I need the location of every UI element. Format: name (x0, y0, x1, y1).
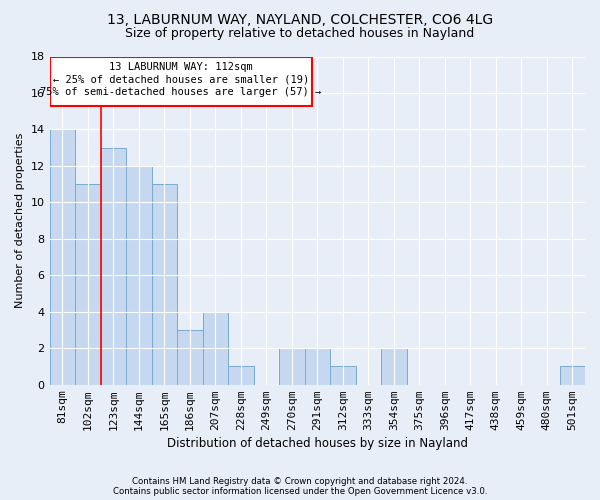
Bar (152, 184, 177, 384)
Bar (381, 348, 407, 385)
Bar (560, 366, 585, 384)
Bar (305, 348, 330, 385)
Text: Contains public sector information licensed under the Open Government Licence v3: Contains public sector information licen… (113, 487, 487, 496)
Bar (50, 130, 75, 384)
Bar (279, 348, 305, 385)
Polygon shape (50, 56, 312, 106)
Bar (228, 366, 254, 384)
Text: 13 LABURNUM WAY: 112sqm: 13 LABURNUM WAY: 112sqm (109, 62, 253, 72)
Bar (177, 330, 203, 384)
Text: Size of property relative to detached houses in Nayland: Size of property relative to detached ho… (125, 28, 475, 40)
Bar (101, 148, 126, 384)
Bar (126, 166, 152, 384)
Bar (330, 366, 356, 384)
Bar (75, 184, 101, 384)
Text: 13, LABURNUM WAY, NAYLAND, COLCHESTER, CO6 4LG: 13, LABURNUM WAY, NAYLAND, COLCHESTER, C… (107, 12, 493, 26)
Text: Contains HM Land Registry data © Crown copyright and database right 2024.: Contains HM Land Registry data © Crown c… (132, 477, 468, 486)
Y-axis label: Number of detached properties: Number of detached properties (15, 133, 25, 308)
X-axis label: Distribution of detached houses by size in Nayland: Distribution of detached houses by size … (167, 437, 468, 450)
Bar (203, 312, 228, 384)
Text: ← 25% of detached houses are smaller (19): ← 25% of detached houses are smaller (19… (53, 74, 309, 85)
Text: 75% of semi-detached houses are larger (57) →: 75% of semi-detached houses are larger (… (40, 87, 322, 97)
